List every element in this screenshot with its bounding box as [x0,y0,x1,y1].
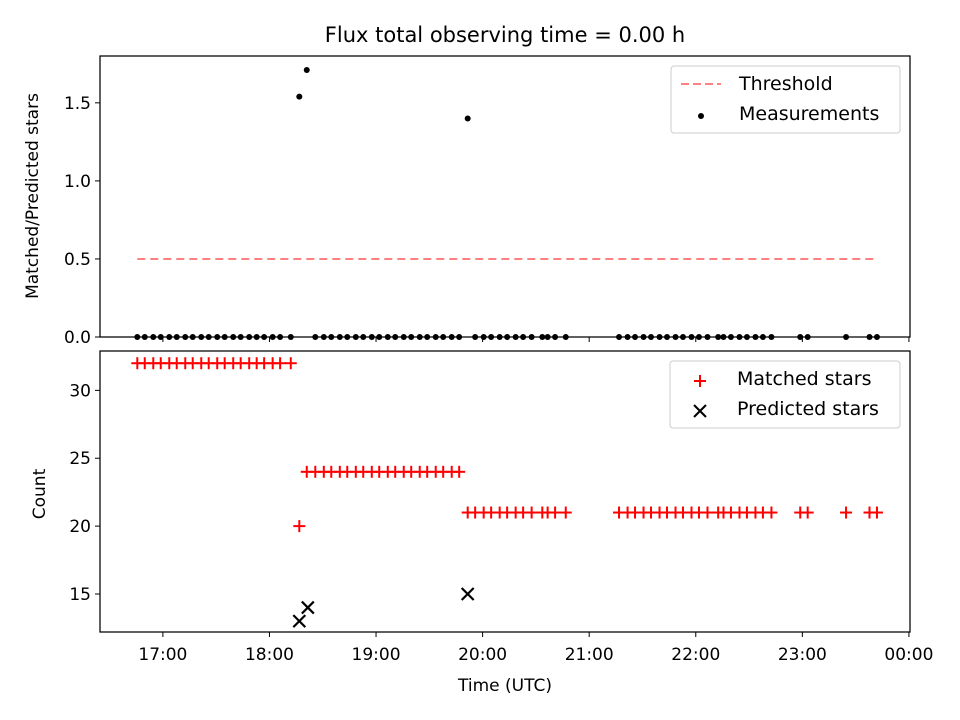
bottom-panel-frame [99,350,911,633]
matched-star-point [801,506,814,519]
x-tick-label: 20:00 [458,645,507,665]
matched-star-point [525,506,538,519]
x-tick-label: 19:00 [352,645,401,665]
measurement-point [296,93,303,100]
measurement-point [303,67,310,74]
y-tick-label: 25 [69,449,91,469]
legend-matched-label: Matched stars [737,368,871,390]
y-tick-label: 1.5 [64,94,91,114]
x-axis-label-time: Time (UTC) [457,676,552,696]
matched-star-point [559,506,572,519]
legend-predicted-swatch [693,404,707,418]
y-tick-label: 15 [69,585,91,605]
x-tick-label: 00:00 [884,645,933,665]
matched-star-point [840,506,853,519]
matched-star-point [549,506,562,519]
measurement-point [464,115,471,122]
matched-star-point [274,357,287,370]
x-tick-label: 18:00 [245,645,294,665]
matched-star-point [453,465,466,478]
legend-predicted-label: Predicted stars [737,398,879,420]
x-tick-label: 17:00 [138,645,187,665]
bottom-panel-count: Count Time (UTC) 15 20 25 30 17:00 18:00 19:00… [30,350,933,696]
chart-title: Flux total observing time = 0.00 h [325,23,685,47]
matched-star-point [293,520,306,533]
y-tick-label: 30 [69,381,91,401]
predicted-star-point [292,614,307,628]
y-tick-label: 0.0 [64,328,91,348]
legend-top: Threshold Measurements [670,65,901,134]
matched-star-point [701,506,714,519]
legend-threshold-label: Threshold [738,73,833,95]
legend-matched-swatch [694,375,706,387]
legend-bottom: Matched stars Predicted stars [669,360,901,429]
legend-measurements-swatch [698,113,704,119]
y-tick-label: 20 [69,517,91,537]
predicted-star-point [301,600,315,615]
x-tick-label: 22:00 [671,645,720,665]
y-axis-label-count: Count [30,468,50,519]
top-panel-ratio: Matched/Predicted stars 0.0 0.5 1.0 1.5 Thr… [23,55,911,348]
matched-star-point [765,506,778,519]
predicted-star-point [460,587,475,601]
y-axis-label-ratio: Matched/Predicted stars [23,93,43,299]
y-tick-label: 1.0 [64,172,91,192]
top-panel-frame [99,55,911,338]
legend-measurements-label: Measurements [739,103,879,125]
x-tick-label: 23:00 [778,645,827,665]
matched-star-point [284,357,297,370]
x-tick-label: 21:00 [565,645,614,665]
y-tick-label: 0.5 [64,250,91,270]
matched-star-point [870,506,883,519]
